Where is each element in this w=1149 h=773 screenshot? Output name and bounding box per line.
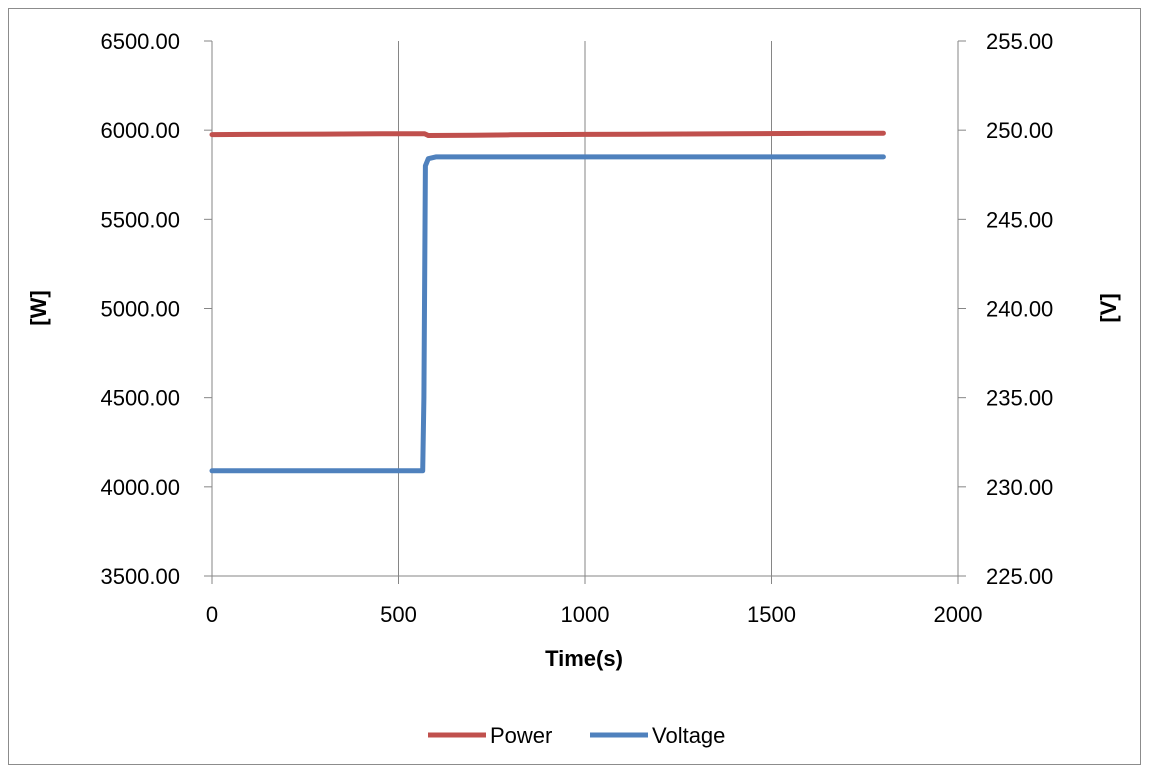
legend: Power Voltage bbox=[428, 723, 725, 748]
x-tick-label: 500 bbox=[380, 602, 417, 627]
legend-label-voltage: Voltage bbox=[652, 723, 725, 748]
right-y-tick-label: 245.00 bbox=[986, 207, 1053, 232]
legend-label-power: Power bbox=[490, 723, 552, 748]
left-y-tick-label: 6000.00 bbox=[100, 118, 180, 143]
series-line-voltage bbox=[209, 154, 886, 474]
left-y-tick-label: 3500.00 bbox=[100, 564, 180, 589]
right-y-tick-label: 240.00 bbox=[986, 297, 1053, 322]
left-y-tick-label: 4500.00 bbox=[100, 386, 180, 411]
right-y-tick-label: 225.00 bbox=[986, 564, 1053, 589]
right-y-tick-label: 255.00 bbox=[986, 29, 1053, 54]
left-y-axis-title: [W] bbox=[26, 290, 51, 325]
right-y-axis-title: [V] bbox=[1096, 293, 1121, 322]
series-layer bbox=[209, 130, 886, 474]
gridlines bbox=[398, 41, 959, 576]
right-y-tick-label: 250.00 bbox=[986, 118, 1053, 143]
series-line-power bbox=[209, 130, 886, 138]
x-tick-label: 0 bbox=[206, 602, 218, 627]
left-y-tick-label: 6500.00 bbox=[100, 29, 180, 54]
x-tick-label: 1000 bbox=[561, 602, 610, 627]
left-y-tick-label: 5000.00 bbox=[100, 297, 180, 322]
axes bbox=[204, 40, 966, 584]
left-y-tick-label: 5500.00 bbox=[100, 207, 180, 232]
x-tick-label: 1500 bbox=[747, 602, 796, 627]
right-y-tick-label: 235.00 bbox=[986, 386, 1053, 411]
left-y-tick-label: 4000.00 bbox=[100, 475, 180, 500]
x-tick-label: 2000 bbox=[934, 602, 983, 627]
x-axis-title: Time(s) bbox=[545, 646, 623, 671]
tick-labels: 0 500 1000 1500 2000 3500.00 4000.00 4500.00 500… bbox=[100, 29, 1053, 627]
right-y-tick-label: 230.00 bbox=[986, 475, 1053, 500]
